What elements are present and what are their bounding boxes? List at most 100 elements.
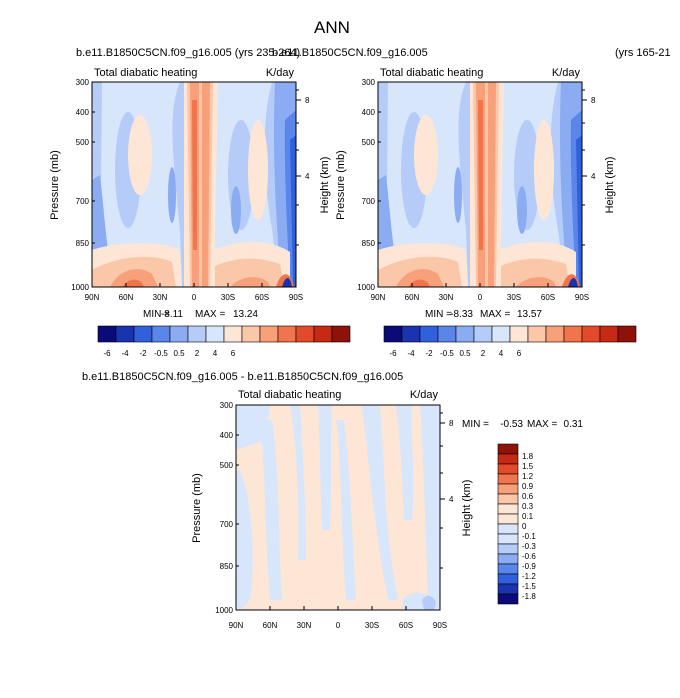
panel-1-min-label: MIN = xyxy=(143,309,170,320)
panel-3-min-label: MIN = xyxy=(462,419,489,430)
panel-2-colorbar xyxy=(383,325,637,343)
colorbar-swatch xyxy=(295,325,315,343)
panel-2-colorbar-label: 0.5 xyxy=(459,349,471,358)
colorbar-swatch xyxy=(497,593,519,605)
page-title: ANN xyxy=(314,18,350,37)
panel-3-colorbar-label: 1.8 xyxy=(522,452,534,461)
panel-2-max-value: 13.57 xyxy=(517,309,542,320)
panel-1-ytick-label: 500 xyxy=(76,138,90,147)
panel-3-colorbar-label: 0.3 xyxy=(522,502,534,511)
panel-3-colorbar-label: 1.5 xyxy=(522,462,534,471)
colorbar-swatch xyxy=(563,325,583,343)
panel-3-y2-axis: 8 4 Height (km) xyxy=(440,412,473,569)
panel-1-ytick-label: 1000 xyxy=(71,283,89,292)
panel-3-min-value: -0.53 xyxy=(500,419,523,430)
colorbar-swatch xyxy=(617,325,637,343)
panel-3-colorbar-label: -0.9 xyxy=(522,562,536,571)
panel-2-xtick-label: 60N xyxy=(405,293,420,302)
colorbar-swatch xyxy=(205,325,225,343)
panel-1-xtick-label: 90S xyxy=(289,293,303,302)
colorbar-swatch xyxy=(581,325,601,343)
colorbar-swatch xyxy=(151,325,171,343)
panel-2-y2tick-label: 4 xyxy=(591,172,596,181)
panel-2-case-years: (yrs 165-21 xyxy=(615,47,671,59)
panel-2-ylabel: Pressure (mb) xyxy=(335,150,347,220)
panel-2-min-value: -8.33 xyxy=(450,309,473,320)
panel-2-ytick-label: 500 xyxy=(362,138,376,147)
panel-2-field xyxy=(378,82,582,287)
colorbar-swatch xyxy=(527,325,547,343)
panel-2-colorbar-label: 2 xyxy=(481,349,486,358)
panel-3-ytick-label: 300 xyxy=(220,401,234,410)
colorbar-swatch xyxy=(187,325,207,343)
panel-2-ytick-label: 1000 xyxy=(357,283,375,292)
colorbar-swatch xyxy=(497,483,519,495)
colorbar-swatch xyxy=(497,583,519,595)
colorbar-swatch xyxy=(259,325,279,343)
colorbar-swatch xyxy=(545,325,565,343)
panel-1-xtick-label: 30S xyxy=(221,293,235,302)
panel-3-xtick-label: 60S xyxy=(399,621,413,630)
panel-2-case-title: b.e11.B1850C5CN.f09_g16.005 xyxy=(272,47,428,59)
panel-3-y2label: Height (km) xyxy=(461,480,473,537)
panel-1-colorbar-label: 0.5 xyxy=(173,349,185,358)
panel-2-y2label: Height (km) xyxy=(604,157,616,214)
panel-3-colorbar-label: -1.8 xyxy=(522,592,536,601)
panel-1-max-value: 13.24 xyxy=(233,309,258,320)
panel-1-min-value: -8.11 xyxy=(161,309,183,320)
panel-3-xtick-label: 0 xyxy=(336,621,341,630)
colorbar-swatch xyxy=(401,325,421,343)
panel-3-colorbar-label: 0.1 xyxy=(522,512,534,521)
panel-2-colorbar-label: 6 xyxy=(517,349,522,358)
panel-3-colorbar-label: -0.1 xyxy=(522,532,536,541)
panel-1-right-string: K/day xyxy=(266,67,295,79)
panel-3-max-label: MAX = xyxy=(527,419,557,430)
panel-3-xtick-label: 60N xyxy=(263,621,278,630)
panel-1-colorbar xyxy=(97,325,351,343)
colorbar-swatch xyxy=(491,325,511,343)
colorbar-swatch xyxy=(497,453,519,465)
panel-1: b.e11.B1850C5CN.f09_g16.005 (yrs 235-264… xyxy=(49,47,351,358)
panel-1-y-axis: 300 400 500 700 850 1000 Pressure (mb) xyxy=(49,78,95,292)
panel-3-ylabel: Pressure (mb) xyxy=(191,473,203,543)
panel-3-colorbar-label: -0.3 xyxy=(522,542,536,551)
panel-1-colorbar-label: -0.5 xyxy=(154,349,168,358)
panel-2-ytick-label: 300 xyxy=(362,78,376,87)
panel-2-colorbar-label: -0.5 xyxy=(440,349,454,358)
panel-3-colorbar-label: 0 xyxy=(522,522,527,531)
panel-2-ytick-label: 400 xyxy=(362,108,376,117)
panel-1-field xyxy=(92,82,296,287)
panel-1-colorbar-label: 6 xyxy=(231,349,236,358)
panel-3-colorbar-label: -1.2 xyxy=(522,572,536,581)
panel-1-colorbar-label: 2 xyxy=(195,349,200,358)
panel-2-colorbar-label: 4 xyxy=(499,349,504,358)
panel-1-x-axis: 90N 60N 30N 0 30S 60S 90S xyxy=(85,283,303,302)
panel-2-xtick-label: 30S xyxy=(507,293,521,302)
panel-3-ytick-label: 1000 xyxy=(215,606,233,615)
panel-3: b.e11.B1850C5CN.f09_g16.005 - b.e11.B185… xyxy=(82,371,583,630)
panel-1-ytick-label: 700 xyxy=(76,197,90,206)
panel-3-colorbar-label: -0.6 xyxy=(522,552,536,561)
panel-3-xtick-label: 30N xyxy=(297,621,312,630)
colorbar-swatch xyxy=(497,573,519,585)
panel-1-xtick-label: 90N xyxy=(85,293,100,302)
panel-1-colorbar-labels: -6 -4 -2 -0.5 0.5 2 4 6 xyxy=(103,349,235,358)
panel-1-xtick-label: 60S xyxy=(255,293,269,302)
panel-1-ytick-label: 300 xyxy=(76,78,90,87)
colorbar-swatch xyxy=(497,563,519,575)
colorbar-swatch xyxy=(497,503,519,515)
panel-3-stats: MIN = -0.53 MAX = 0.31 xyxy=(462,419,583,430)
panel-1-case-title: b.e11.B1850C5CN.f09_g16.005 (yrs 235-264… xyxy=(76,47,300,59)
panel-2-min-label: MIN = xyxy=(425,309,452,320)
panel-3-left-string: Total diabatic heating xyxy=(238,389,341,401)
panel-1-colorbar-label: 4 xyxy=(213,349,218,358)
panel-1-y2tick-label: 4 xyxy=(305,172,310,181)
colorbar-swatch xyxy=(241,325,261,343)
panel-1-max-label: MAX = xyxy=(195,309,225,320)
panel-2-xtick-label: 0 xyxy=(478,293,483,302)
panel-2-stats: MIN = -8.33 MAX = 13.57 xyxy=(425,309,542,320)
colorbar-swatch xyxy=(497,493,519,505)
panel-3-case-title: b.e11.B1850C5CN.f09_g16.005 - b.e11.B185… xyxy=(82,371,403,383)
panel-2-y2-axis: 8 4 Height (km) xyxy=(582,89,616,246)
panel-3-colorbar-label: 0.6 xyxy=(522,492,534,501)
